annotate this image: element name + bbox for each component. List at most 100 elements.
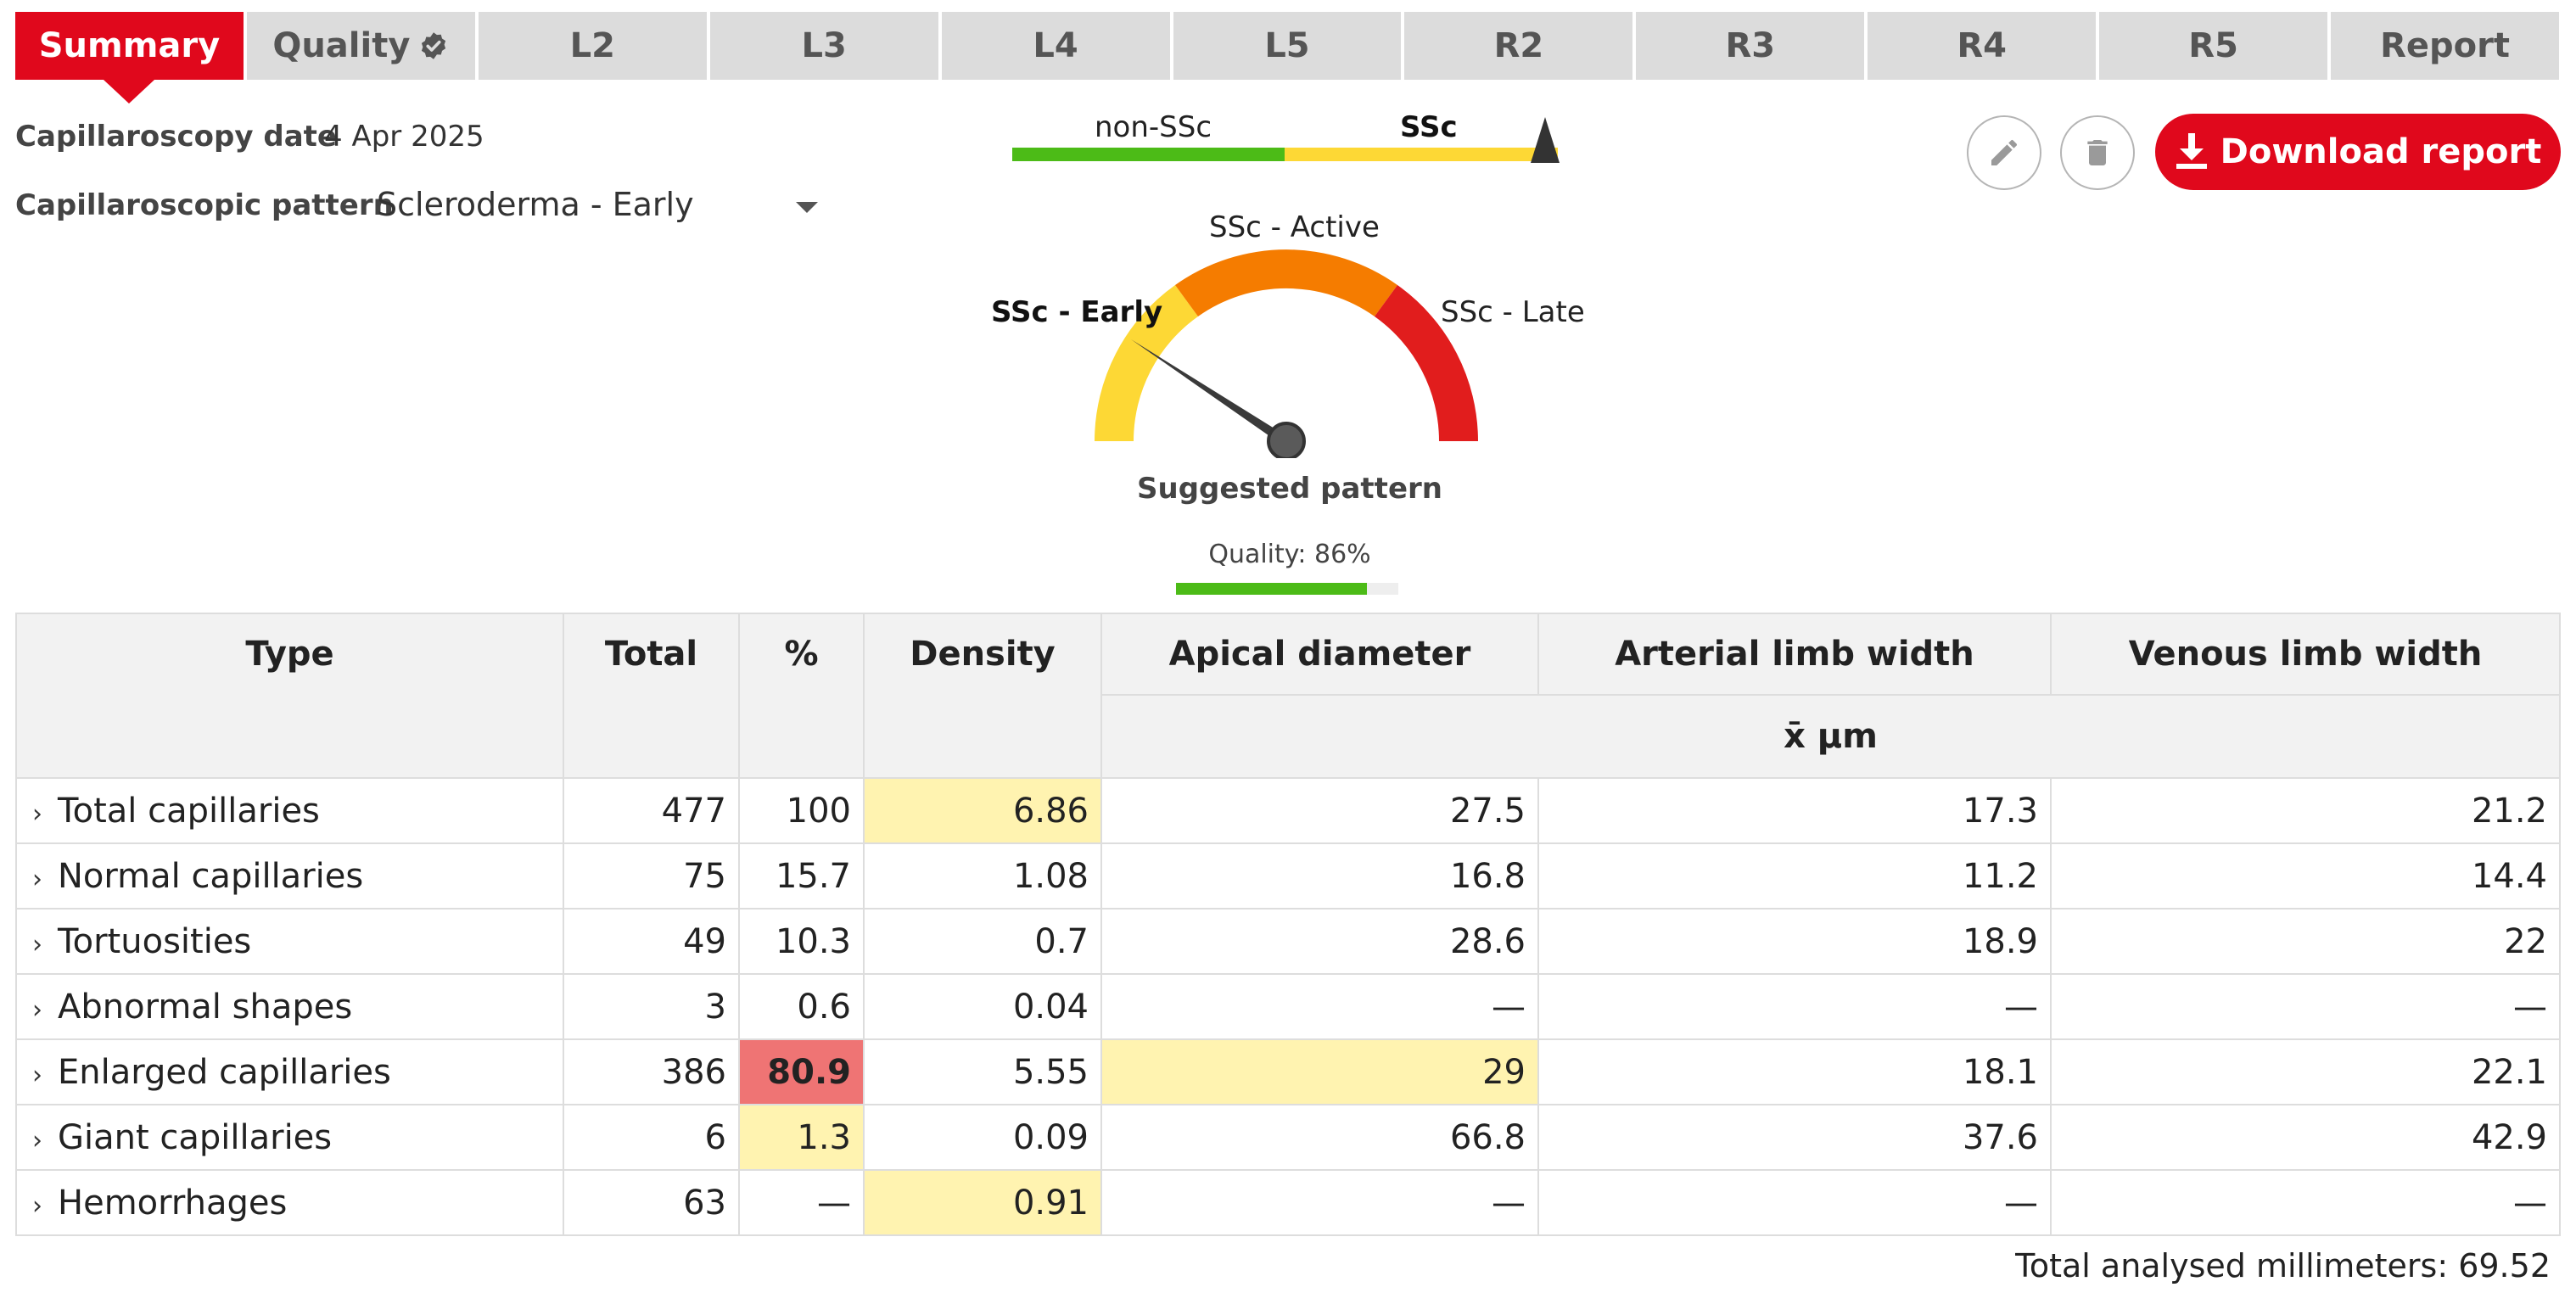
chevron-right-icon[interactable]: › <box>32 1190 42 1221</box>
suggested-pattern-label: Suggested pattern <box>1137 472 1442 506</box>
cell-density: 0.91 <box>863 1169 1102 1236</box>
tab-quality[interactable]: Quality <box>246 12 475 80</box>
chevron-right-icon[interactable]: › <box>32 1060 42 1090</box>
chevron-right-icon[interactable]: › <box>32 929 42 960</box>
gauge-late-label: SSc - Late <box>1441 295 1585 329</box>
cell-density: 0.7 <box>863 908 1102 975</box>
table-row[interactable]: › Giant capillaries 6 1.3 0.09 66.8 37.6 … <box>15 1104 2561 1171</box>
row-type-label: Normal capillaries <box>58 856 364 896</box>
header-unit: x̄ µm <box>1100 694 2561 779</box>
cell-percent: 0.6 <box>738 973 865 1040</box>
cell-density: 1.08 <box>863 842 1102 909</box>
cell-density: 6.86 <box>863 777 1102 844</box>
tab-l4[interactable]: L4 <box>941 12 1170 80</box>
cell-percent: 100 <box>738 777 865 844</box>
cell-venous: 22.1 <box>2050 1038 2561 1105</box>
chevron-right-icon[interactable]: › <box>32 1125 42 1156</box>
cell-density: 0.04 <box>863 973 1102 1040</box>
chevron-right-icon[interactable]: › <box>32 798 42 829</box>
cell-total: 386 <box>563 1038 740 1105</box>
scale-marker-icon <box>1531 117 1560 163</box>
tab-r3[interactable]: R3 <box>1636 12 1865 80</box>
cell-venous: — <box>2050 973 2561 1040</box>
table-row[interactable]: › Normal capillaries 75 15.7 1.08 16.8 11… <box>15 842 2561 909</box>
row-type-label: Giant capillaries <box>58 1117 333 1157</box>
gauge-early-label: SSc - Early <box>991 295 1163 329</box>
cell-apical: 16.8 <box>1100 842 1539 909</box>
tab-l5[interactable]: L5 <box>1173 12 1402 80</box>
cell-density: 5.55 <box>863 1038 1102 1105</box>
header-percent: % <box>738 613 865 779</box>
trash-icon <box>2087 140 2108 165</box>
header-type: Type <box>15 613 564 779</box>
scale-ssc-segment <box>1285 148 1558 161</box>
download-report-label: Download report <box>2220 132 2542 171</box>
cell-percent: 15.7 <box>738 842 865 909</box>
tab-l2[interactable]: L2 <box>478 12 707 80</box>
cell-percent: 1.3 <box>738 1104 865 1171</box>
pattern-select[interactable]: Scleroderma - Early <box>377 186 818 228</box>
row-type[interactable]: › Abnormal shapes <box>15 973 564 1040</box>
cell-arterial: 37.6 <box>1537 1104 2052 1171</box>
row-type[interactable]: › Hemorrhages <box>15 1169 564 1236</box>
cell-venous: 14.4 <box>2050 842 2561 909</box>
row-type-label: Enlarged capillaries <box>58 1052 391 1092</box>
tab-label: R3 <box>1725 26 1776 65</box>
gauge-pivot <box>1267 422 1306 458</box>
tab-report[interactable]: Report <box>2331 12 2559 80</box>
edit-button[interactable] <box>1967 115 2041 190</box>
gauge-needle <box>1131 339 1288 445</box>
tab-label: R2 <box>1493 26 1544 65</box>
cell-apical: 29 <box>1100 1038 1539 1105</box>
pencil-icon <box>1991 139 2018 165</box>
quality-progress-fill <box>1176 583 1368 595</box>
cell-density: 0.09 <box>863 1104 1102 1171</box>
header-density: Density <box>863 613 1102 779</box>
table-row[interactable]: › Enlarged capillaries 386 80.9 5.55 29 1… <box>15 1038 2561 1105</box>
quality-progress-bar <box>1176 583 1398 595</box>
row-type[interactable]: › Total capillaries <box>15 777 564 844</box>
gauge-active-label: SSc - Active <box>1209 210 1380 244</box>
cell-arterial: 18.9 <box>1537 908 2052 975</box>
gauge-segment-early <box>1095 285 1198 441</box>
chevron-down-icon[interactable] <box>796 202 818 213</box>
table-row[interactable]: › Total capillaries 477 100 6.86 27.5 17.… <box>15 777 2561 844</box>
quality-text: Quality: 86% <box>1208 540 1371 569</box>
tab-r2[interactable]: R2 <box>1404 12 1633 80</box>
table-row[interactable]: › Tortuosities 49 10.3 0.7 28.6 18.9 22 <box>15 908 2561 975</box>
pattern-gauge <box>1095 249 1478 458</box>
tab-summary[interactable]: Summary <box>15 12 244 80</box>
cell-arterial: 17.3 <box>1537 777 2052 844</box>
cell-arterial: — <box>1537 973 2052 1040</box>
cell-venous: 22 <box>2050 908 2561 975</box>
row-type-label: Hemorrhages <box>58 1183 288 1223</box>
table-row[interactable]: › Abnormal shapes 3 0.6 0.04 — — — <box>15 973 2561 1040</box>
cell-arterial: 11.2 <box>1537 842 2052 909</box>
tab-r5[interactable]: R5 <box>2099 12 2328 80</box>
delete-button[interactable] <box>2060 115 2135 190</box>
download-report-button[interactable]: Download report <box>2155 114 2561 190</box>
table-row[interactable]: › Hemorrhages 63 — 0.91 — — — <box>15 1169 2561 1236</box>
tab-l3[interactable]: L3 <box>709 12 938 80</box>
row-type-label: Total capillaries <box>58 791 320 831</box>
scale-ssc-label: SSc <box>1400 110 1458 144</box>
cell-arterial: — <box>1537 1169 2052 1236</box>
chevron-right-icon[interactable]: › <box>32 994 42 1025</box>
row-type[interactable]: › Tortuosities <box>15 908 564 975</box>
cell-percent: 80.9 <box>738 1038 865 1105</box>
tab-label: L2 <box>569 26 615 65</box>
row-type[interactable]: › Normal capillaries <box>15 842 564 909</box>
header-apical-diameter: Apical diameter <box>1100 613 1539 696</box>
row-type-label: Tortuosities <box>58 921 252 961</box>
gauge-segment-late <box>1375 285 1478 441</box>
row-type[interactable]: › Enlarged capillaries <box>15 1038 564 1105</box>
tab-r4[interactable]: R4 <box>1868 12 2097 80</box>
row-type-label: Abnormal shapes <box>58 987 353 1027</box>
verified-badge-icon <box>422 32 446 59</box>
row-type[interactable]: › Giant capillaries <box>15 1104 564 1171</box>
cell-apical: — <box>1100 973 1539 1040</box>
capillaroscopy-date-value: 4 Apr 2025 <box>324 120 484 154</box>
header-venous-limb-width: Venous limb width <box>2050 613 2561 696</box>
tab-bar: Summary Quality L2 L3 L4 L5 R2 R3 R4 R5 … <box>15 12 2559 80</box>
chevron-right-icon[interactable]: › <box>32 864 42 894</box>
